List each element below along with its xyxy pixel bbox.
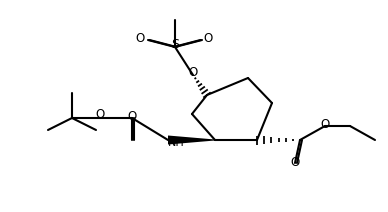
Text: O: O [135, 32, 145, 45]
Text: O: O [127, 110, 137, 124]
Text: O: O [189, 66, 197, 78]
Text: S: S [171, 38, 179, 50]
Text: O: O [95, 109, 105, 121]
Text: O: O [203, 32, 213, 45]
Text: O: O [320, 117, 330, 131]
Text: O: O [290, 155, 300, 169]
Text: NH: NH [168, 138, 185, 148]
Polygon shape [168, 135, 215, 145]
